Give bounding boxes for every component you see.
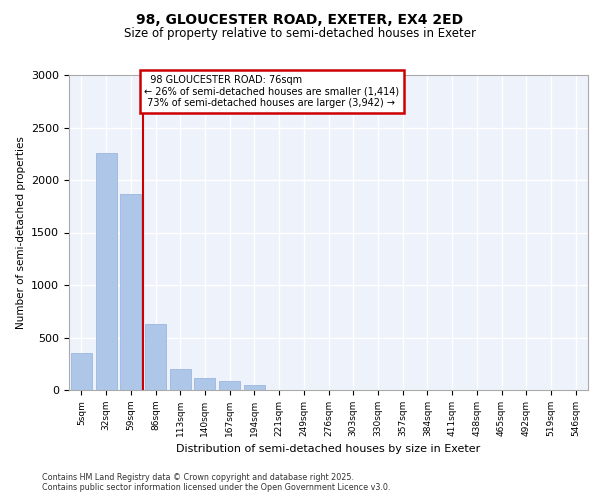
Y-axis label: Number of semi-detached properties: Number of semi-detached properties xyxy=(16,136,26,329)
Bar xyxy=(145,324,166,390)
Bar xyxy=(95,152,116,390)
Text: Contains HM Land Registry data © Crown copyright and database right 2025.
Contai: Contains HM Land Registry data © Crown c… xyxy=(42,473,391,492)
Bar xyxy=(170,369,191,390)
Text: Size of property relative to semi-detached houses in Exeter: Size of property relative to semi-detach… xyxy=(124,28,476,40)
Text: 98, GLOUCESTER ROAD, EXETER, EX4 2ED: 98, GLOUCESTER ROAD, EXETER, EX4 2ED xyxy=(136,12,464,26)
Bar xyxy=(244,385,265,390)
Bar xyxy=(120,194,141,390)
Bar xyxy=(194,378,215,390)
Bar xyxy=(219,381,240,390)
Bar xyxy=(71,353,92,390)
X-axis label: Distribution of semi-detached houses by size in Exeter: Distribution of semi-detached houses by … xyxy=(176,444,481,454)
Text: 98 GLOUCESTER ROAD: 76sqm
← 26% of semi-detached houses are smaller (1,414)
 73%: 98 GLOUCESTER ROAD: 76sqm ← 26% of semi-… xyxy=(145,75,400,108)
